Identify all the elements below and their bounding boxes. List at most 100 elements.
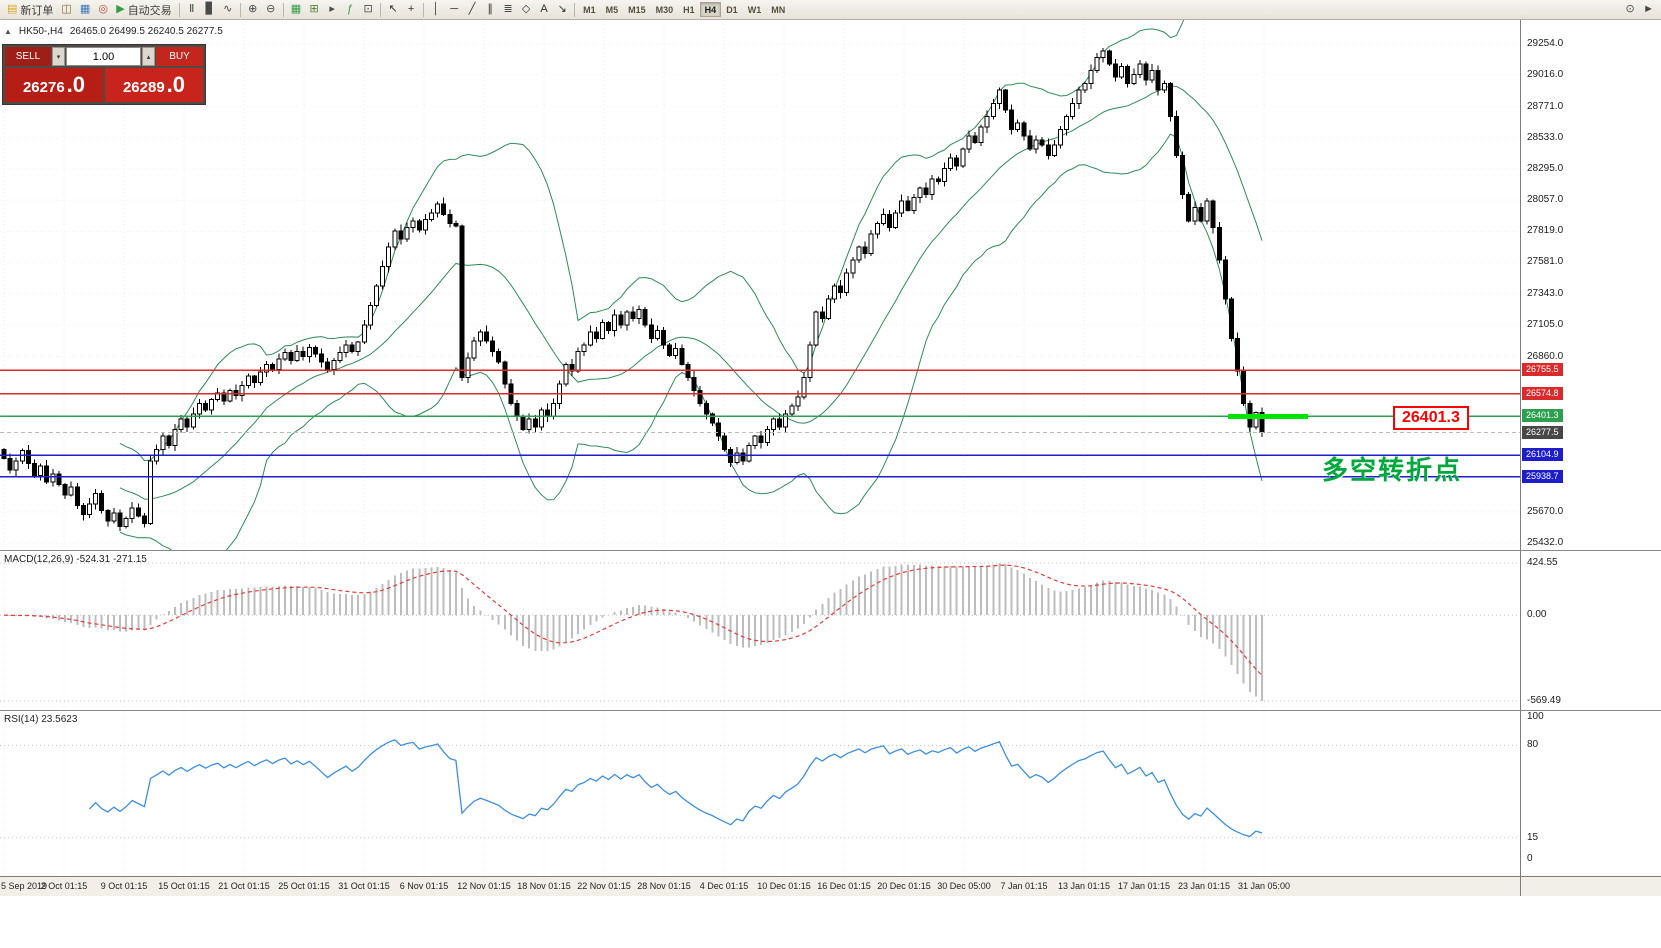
bar-chart-button[interactable]: Ⅱ: [183, 1, 201, 18]
time-axis-label: 22 Nov 01:15: [577, 881, 631, 891]
trendline-button[interactable]: ╱: [463, 1, 481, 18]
cursor-icon: ↖: [388, 3, 398, 15]
rsi-canvas[interactable]: [0, 711, 1520, 876]
price-line-tag: 26401.3: [1522, 409, 1563, 423]
sell-price-display[interactable]: 26276 .0: [5, 68, 103, 102]
charts-window-button[interactable]: ◫: [57, 1, 75, 18]
one-click-trading-panel: SELL ▾ ▴ BUY 26276 .0 26289 .0: [2, 44, 206, 105]
time-axis-corner: [1520, 877, 1661, 896]
macd-plot-area[interactable]: MACD(12,26,9) -524.31 -271.15: [0, 551, 1520, 710]
time-axis-label: 5 Sep 2019: [1, 881, 48, 891]
toolbar-separator: [380, 2, 382, 17]
price-axis-label: 28771.0: [1527, 101, 1564, 113]
macd-axis[interactable]: 424.55 0.00 -569.49: [1520, 551, 1661, 710]
rsi-indicator-panel: RSI(14) 23.5623 100 80 15 0: [0, 710, 1661, 876]
text-button[interactable]: A: [535, 1, 553, 18]
channel-icon: ∥: [487, 3, 493, 15]
timeframe-M1-button[interactable]: M1: [578, 2, 601, 17]
price-axis-label: 26860.0: [1527, 350, 1564, 362]
buy-price-main: 26289: [122, 79, 165, 96]
fibonacci-icon: ≣: [503, 3, 513, 15]
tile-windows-button[interactable]: ▦: [287, 1, 305, 18]
timeframe-MN-button[interactable]: MN: [766, 2, 790, 17]
pointer-button[interactable]: ►: [1639, 1, 1658, 18]
time-axis-label: 20 Dec 01:15: [877, 881, 931, 891]
price-axis-label: 27819.0: [1527, 225, 1564, 237]
vertical-line-button[interactable]: │: [427, 1, 445, 18]
price-axis-label: 25432.0: [1527, 537, 1564, 548]
pointer-icon: ►: [1643, 3, 1654, 15]
rsi-axis[interactable]: 100 80 15 0: [1520, 711, 1661, 876]
timeframe-W1-button[interactable]: W1: [743, 2, 767, 17]
turning-point-annotation[interactable]: 多空转折点: [1322, 455, 1463, 485]
horizontal-line-button[interactable]: ─: [445, 1, 463, 18]
macd-grid-layer: [0, 551, 1520, 710]
templates-button[interactable]: ⊡: [359, 1, 377, 18]
line-chart-icon: ∿: [223, 3, 233, 15]
volume-input[interactable]: [66, 47, 141, 66]
price-chart-plot-area[interactable]: ▲ HK50-,H4 26465.0 26499.5 26240.5 26277…: [0, 20, 1520, 550]
cursor-button[interactable]: ↖: [384, 1, 402, 18]
zoom-in-button[interactable]: ⊕: [244, 1, 262, 18]
time-axis-label: 2 Oct 01:15: [40, 881, 88, 891]
sell-button[interactable]: SELL: [5, 47, 51, 66]
price-axis[interactable]: 29254.0 29016.0 28771.0 28533.0 28295.0 28057…: [1520, 20, 1661, 550]
timeframe-H1-button[interactable]: H1: [678, 2, 700, 17]
candlestick-chart-button[interactable]: ▊: [201, 1, 219, 18]
autotrading-button[interactable]: ▶ 自动交易: [112, 1, 175, 18]
time-axis-label: 15 Oct 01:15: [158, 881, 210, 891]
buy-button[interactable]: BUY: [156, 47, 203, 66]
crosshair-button[interactable]: +: [402, 1, 420, 18]
candlestick-icon: ▊: [205, 3, 214, 15]
price-line-tag: 25938.7: [1522, 469, 1563, 483]
rsi-plot-area[interactable]: RSI(14) 23.5623: [0, 711, 1520, 876]
templates-icon: ⊡: [363, 3, 373, 15]
zoom-out-button[interactable]: ⊖: [262, 1, 280, 18]
macd-axis-label: -569.49: [1527, 695, 1561, 706]
bar-chart-icon: Ⅱ: [188, 3, 195, 15]
volume-increase-button[interactable]: ▴: [142, 47, 155, 66]
time-axis-label: 6 Nov 01:15: [399, 881, 449, 891]
auto-arrange-button[interactable]: ⊞: [305, 1, 323, 18]
market-watch-button[interactable]: ▦: [76, 1, 94, 18]
timeframe-M30-button[interactable]: M30: [651, 2, 679, 17]
timeframe-M5-button[interactable]: M5: [601, 2, 624, 17]
price-chart-canvas[interactable]: [0, 20, 1520, 550]
price-axis-label: 27343.0: [1527, 287, 1564, 299]
price-chart-panel: ▲ HK50-,H4 26465.0 26499.5 26240.5 26277…: [0, 20, 1661, 550]
price-callout-label[interactable]: 26401.3: [1393, 406, 1469, 430]
indicators-button[interactable]: ƒ: [341, 1, 359, 18]
time-axis-label: 31 Jan 05:00: [1237, 881, 1291, 891]
new-order-button[interactable]: ▤ 新订单: [3, 1, 57, 18]
support-highlight-segment[interactable]: [1228, 414, 1308, 420]
price-axis-label: 28533.0: [1527, 132, 1564, 144]
macd-canvas[interactable]: [0, 551, 1520, 710]
line-chart-button[interactable]: ∿: [219, 1, 237, 18]
rsi-line: [89, 739, 1263, 838]
time-axis-label: 28 Nov 01:15: [637, 881, 691, 891]
rsi-axis-label: 15: [1527, 831, 1539, 843]
channel-button[interactable]: ∥: [481, 1, 499, 18]
timeframe-H4-button[interactable]: H4: [699, 2, 722, 17]
rsi-axis-label: 80: [1527, 739, 1539, 751]
magnifier-button[interactable]: ⊙: [1621, 1, 1639, 18]
horizontal-line-icon: ─: [450, 3, 458, 15]
chart-shift-button[interactable]: ▸: [323, 1, 341, 18]
volume-decrease-button[interactable]: ▾: [52, 47, 65, 66]
fibonacci-button[interactable]: ≣: [499, 1, 517, 18]
time-axis-label: 7 Jan 01:15: [1000, 881, 1048, 891]
alerts-button[interactable]: ◎: [94, 1, 112, 18]
buy-price-display[interactable]: 26289 .0: [105, 68, 203, 102]
grid-layer: [0, 20, 1520, 550]
rsi-label: RSI(14) 23.5623: [4, 714, 78, 725]
time-axis-bar[interactable]: 5 Sep 2019 2 Oct 01:15 9 Oct 01:15 15 Oct 0…: [0, 876, 1661, 896]
market-watch-icon: ▦: [79, 3, 91, 15]
timeframe-M15-button[interactable]: M15: [623, 2, 651, 17]
shapes-button[interactable]: ◇: [517, 1, 535, 18]
timeframe-D1-button[interactable]: D1: [721, 2, 743, 17]
arrows-button[interactable]: ↘: [553, 1, 571, 18]
one-click-panel-toggle[interactable]: ▲: [4, 27, 12, 36]
arrows-icon: ↘: [557, 3, 567, 15]
price-axis-label: 25670.0: [1527, 505, 1564, 517]
